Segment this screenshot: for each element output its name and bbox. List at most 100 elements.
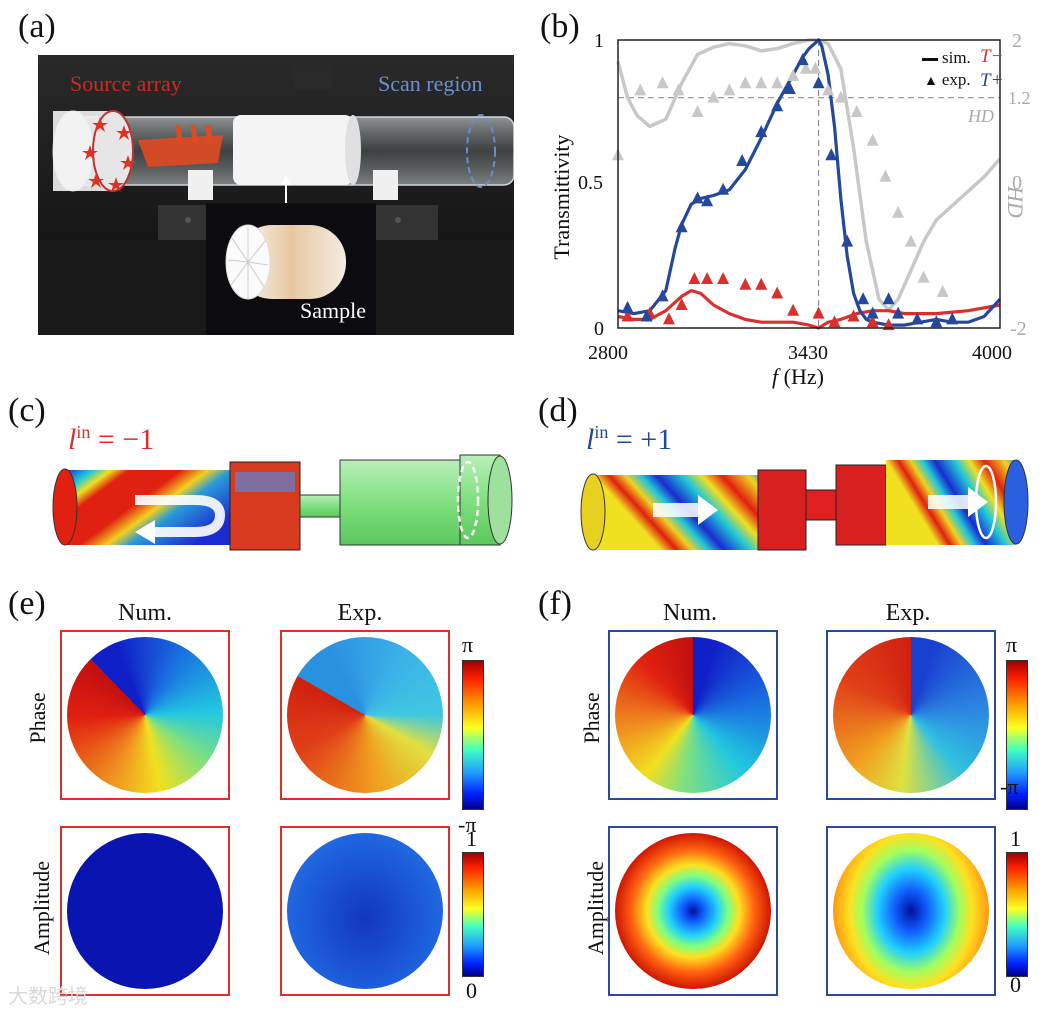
f-amp-cb-bottom: 0 [1010,972,1021,997]
marker-t-exp- [675,297,688,310]
e-amp-cb-top: 1 [466,826,477,851]
l-in-plus-label: lin = +1 [586,422,673,456]
e-phase-colorbar [462,660,484,810]
x-axis-label: f (Hz) [772,364,824,389]
y-axis-label: Transmittivity [549,134,574,260]
e-col-exp: Exp. [337,600,383,626]
marker-t-exp- [828,315,841,328]
marker-t-exp- [717,272,730,285]
marker-t-exp- [825,148,838,161]
f-amp-colorbar [1006,852,1028,977]
marker-hd-exp- [822,83,835,96]
marker-hd-exp- [672,83,685,96]
y-right-tick-2: 2 [1012,30,1022,52]
f-col-exp: Exp. [885,600,931,626]
marker-t-exp- [783,81,796,94]
marker-t-exp- [771,286,784,299]
f-amp-exp-frame [826,826,996,996]
marker-t-exp- [866,315,879,328]
waveguide-minus-one: lin = −1 [40,422,520,560]
y-right-axis-label: HD [1003,186,1028,218]
x-tick-3430: 3430 [788,342,828,364]
y-tick-1: 1 [594,30,604,52]
marker-t-exp- [812,306,825,319]
y-right-tick-0: 0 [1012,172,1022,194]
watermark: 大数跨境 [8,984,88,1008]
marker-t-exp- [882,292,895,305]
e-row-phase: Phase [25,692,50,744]
marker-t-exp- [892,306,905,319]
f-row-phase: Phase [579,692,604,744]
y-tick-0-5: 0.5 [578,172,603,194]
marker-t-exp- [930,315,943,328]
e-amp-cb-bottom: 0 [466,978,477,1003]
f-phase-cb-bottom: -π [1000,774,1019,799]
e-phase-exp-map [287,637,443,793]
e-phase-cb-top: π [462,632,474,657]
plot-frame [617,39,1001,329]
scan-region-label: Scan region [378,71,483,96]
marker-t-exp- [656,289,669,302]
e-amp-num-map [67,833,223,989]
marker-t-exp- [882,318,895,331]
series-line-t-sim- [617,289,1001,330]
f-amp-num-map [615,833,771,989]
marker-hd-exp- [809,61,822,74]
marker-hd-exp- [936,285,949,297]
marker-t-exp- [717,182,730,195]
marker-t-exp- [701,194,714,207]
panel-label-f: (f) [538,585,572,622]
setup-photo: Source array Scan region Sample [38,55,514,335]
marker-hd-exp- [723,83,736,96]
x-tick-2800: 2800 [588,342,628,364]
marker-hd-exp- [799,61,812,74]
e-phase-exp-frame [280,630,450,800]
marker-t-exp- [796,53,809,66]
legend-t-plus: T+ [980,70,1004,91]
marker-t-exp- [755,125,768,138]
marker-hd-exp- [656,76,669,89]
marker-hd-exp- [917,270,930,283]
marker-hd-exp- [771,76,784,89]
marker-t-exp- [847,309,860,322]
marker-hd-exp- [834,90,847,103]
f-amp-num-frame [608,826,778,996]
e-amp-exp-frame [280,826,450,996]
marker-hd-exp- [850,105,863,117]
e-col-num: Num. [118,600,172,626]
y-right-tick-neg2: -2 [1010,318,1027,340]
marker-t-exp- [621,309,634,322]
e-phase-num-frame [60,630,230,800]
legend-hd: HD [968,106,994,126]
marker-t-exp- [911,312,924,325]
legend-sim: sim. [922,48,971,68]
marker-t-exp- [755,277,768,290]
marker-t-exp- [787,303,800,316]
marker-t-exp- [739,277,752,290]
e-phase-cb-bottom: -π [458,812,477,837]
x-tick-4000: 4000 [972,342,1012,364]
e-amp-exp-map [287,833,443,989]
marker-t-exp- [691,191,704,204]
e-amp-colorbar [462,852,484,977]
marker-hd-exp- [691,105,704,117]
marker-hd-exp- [866,133,879,146]
y-right-tick-1-2: 1.2 [1008,88,1031,108]
f-amp-cb-top: 1 [1010,826,1021,851]
marker-t-exp- [621,300,634,313]
marker-t-exp- [771,99,784,112]
marker-t-exp- [701,272,714,285]
marker-t-exp- [857,292,870,305]
f-phase-exp-map [833,637,989,793]
marker-hd-exp- [707,90,720,103]
e-phase-num-map [67,637,223,793]
f-row-amplitude: Amplitude [583,860,608,956]
l-in-minus-label: lin = −1 [68,422,155,456]
marker-hd-exp- [787,69,800,81]
sample-label: Sample [300,298,366,323]
marker-t-exp- [736,153,749,166]
marker-t-exp- [866,306,879,319]
e-amp-num-frame [60,826,230,996]
f-amp-exp-map [833,833,989,989]
marker-t-exp- [675,220,688,233]
